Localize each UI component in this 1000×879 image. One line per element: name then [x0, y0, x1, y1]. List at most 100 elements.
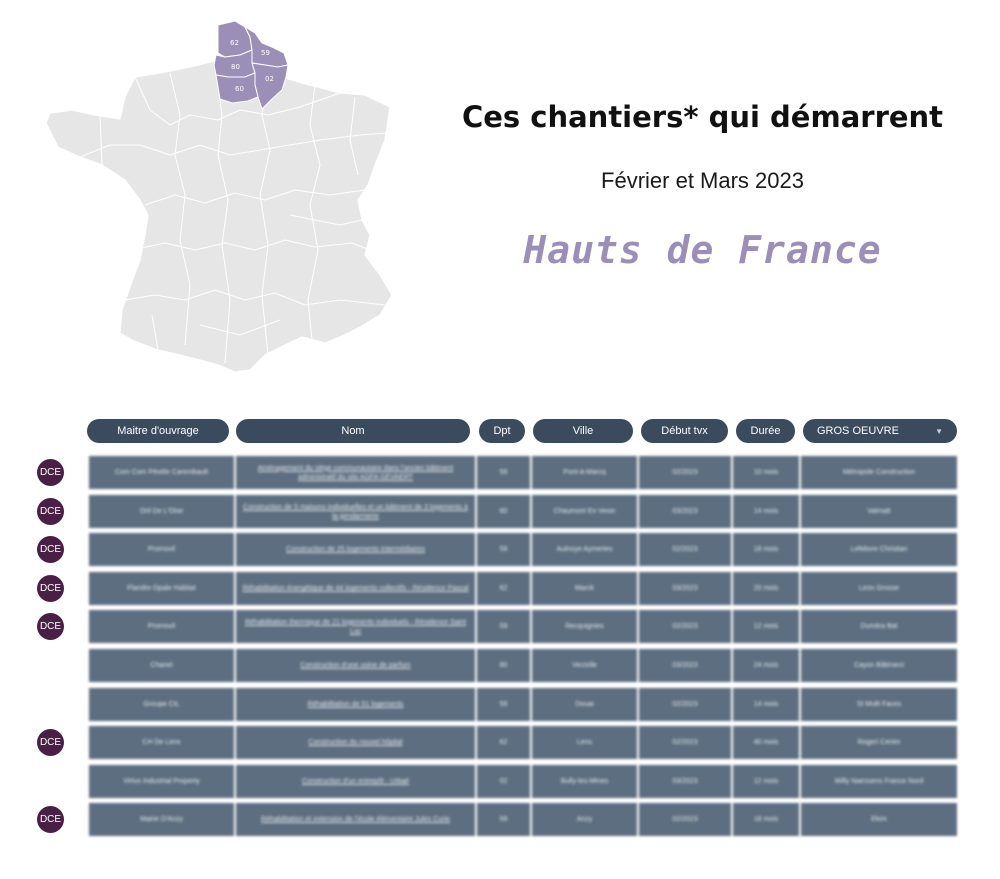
column-header-debut-tvx: Début tvx — [641, 419, 728, 443]
table-cell: 03/2023 — [639, 495, 733, 528]
table-cell: 24 mois — [733, 649, 801, 682]
table-cell[interactable]: Réhabilitation thermique de 21 logements… — [236, 610, 477, 643]
table-row[interactable]: Promovil Réhabilitation thermique de 21 l… — [89, 610, 957, 643]
table-row[interactable]: Com Com Pévèle Carembault Aménagement du … — [89, 456, 957, 489]
table-cell: 14 mois — [733, 688, 801, 721]
table-cell: 02/2023 — [639, 726, 733, 759]
table-cell: 02/2023 — [639, 803, 733, 836]
dce-badge[interactable]: DCE — [37, 536, 64, 563]
column-header-maitre-ouvrage: Maitre d'ouvrage — [87, 419, 229, 443]
dce-badge[interactable]: DCE — [37, 459, 64, 486]
table-cell: Chaumont En Vexin — [532, 495, 639, 528]
table-cell: 02/2023 — [639, 688, 733, 721]
dept-label-59: 59 — [261, 49, 270, 57]
table-cell: 03/2023 — [639, 765, 733, 798]
table-cell: 80 — [477, 649, 532, 682]
table-cell: 59 — [477, 688, 532, 721]
hauts-de-france-region: 62 59 80 02 60 — [213, 20, 289, 110]
column-header-nom: Nom — [236, 419, 470, 443]
table-cell: Lefebvre Christian — [850, 546, 908, 553]
table-row[interactable]: Groupe CIL Réhabilitation de 51 logements… — [89, 688, 957, 721]
france-map-svg: 62 59 80 02 60 — [45, 20, 393, 373]
table-cell[interactable]: Réhabilitation et extension de l'école é… — [236, 803, 477, 836]
table-cell: 02/2023 — [639, 533, 733, 566]
table-cell: Marck — [532, 572, 639, 605]
table-cell: 18 mois — [733, 533, 801, 566]
table-cell[interactable]: Construction de 25 logements intermédiai… — [236, 533, 477, 566]
table-cell: 59 — [477, 803, 532, 836]
table-cell: Willy Naessens France Nord — [834, 778, 924, 785]
table-cell: Groupe CIL — [89, 688, 236, 721]
table-cell[interactable]: Construction d'un entrepôt - Urbaé — [236, 765, 477, 798]
table-cell: 18 mois — [733, 803, 801, 836]
dept-label-62: 62 — [230, 39, 239, 47]
table-header: Maitre d'ouvrage Nom Dpt Ville Début tvx… — [0, 419, 1000, 443]
column-header-duree: Durée — [736, 419, 795, 443]
france-mainland — [45, 59, 393, 373]
dept-label-80: 80 — [231, 63, 240, 71]
table-cell: 20 mois — [733, 572, 801, 605]
column-header-ville: Ville — [533, 419, 633, 443]
trade-filter-select[interactable]: GROS OEUVRE ▼ — [803, 419, 957, 443]
page-subtitle: Février et Mars 2023 — [601, 168, 804, 193]
table-cell: 59 — [477, 610, 532, 643]
table-cell: Bully-les-Mines — [532, 765, 639, 798]
dce-badge[interactable]: DCE — [37, 729, 64, 756]
table-cell: 60 — [477, 495, 532, 528]
table-cell: Métropole Construction — [842, 469, 916, 476]
table-cell[interactable]: Construction du nouvel hôpital — [236, 726, 477, 759]
table-cell[interactable]: Réhabilitation de 51 logements — [236, 688, 477, 721]
table-cell[interactable]: Aménagement du siège communautaire dans … — [236, 456, 477, 489]
table-row[interactable]: Flandre Opale Habitat Réhabilitation éner… — [89, 572, 957, 605]
table-cell: 03/2023 — [639, 572, 733, 605]
department-borders — [79, 62, 389, 364]
table-cell: 10 mois — [733, 456, 801, 489]
table-row[interactable]: Virtus Industrial Property Construction d… — [89, 765, 957, 798]
table-cell: Aulnoye Aymeries — [532, 533, 639, 566]
dept-label-02: 02 — [265, 75, 274, 83]
dept-label-60: 60 — [235, 85, 244, 93]
table-cell: SI Multi Faces — [856, 701, 902, 708]
table-cell: Cayon Bâtiment — [854, 662, 904, 669]
table-cell[interactable]: Construction de 5 maisons individuelles … — [236, 495, 477, 528]
france-map: 62 59 80 02 60 — [40, 15, 400, 380]
table-row[interactable]: CH De Lens Construction du nouvel hôpital… — [89, 726, 957, 759]
table-cell: 02 — [477, 765, 532, 798]
table-cell: Verzelle — [532, 649, 639, 682]
table-cell: Chanel — [89, 649, 236, 682]
table-cell: Lens — [532, 726, 639, 759]
dce-badge[interactable]: DCE — [37, 575, 64, 602]
table-row[interactable]: Mairie D'Anzy Réhabilitation et extension… — [89, 803, 957, 836]
table-cell: 02/2023 — [639, 610, 733, 643]
table-cell: Pont-à-Marcq — [532, 456, 639, 489]
table-cell: 02/2023 — [639, 456, 733, 489]
table-cell[interactable]: Réhabilitation énergétique de 44 logemen… — [236, 572, 477, 605]
table-cell: Douai — [532, 688, 639, 721]
table-cell: Com Com Pévèle Carembault — [89, 456, 236, 489]
table-cell: 59 — [477, 456, 532, 489]
table-cell: Promovil — [89, 533, 236, 566]
dce-badge[interactable]: DCE — [37, 498, 64, 525]
dept-60-shape — [215, 72, 259, 104]
table-cell: Valmatt — [867, 508, 891, 515]
page-title: Ces chantiers* qui démarrent — [461, 100, 944, 134]
table-cell: 12 mois — [733, 610, 801, 643]
table-row[interactable]: Promovil Construction de 25 logements int… — [89, 533, 957, 566]
table-cell: Virtus Industrial Property — [89, 765, 236, 798]
table-cell: 12 mois — [733, 765, 801, 798]
region-name: Hauts de France — [523, 228, 882, 272]
table-cell: 59 — [477, 533, 532, 566]
table-cell: Dumitra Bat — [860, 623, 898, 630]
table-cell: 14 mois — [733, 495, 801, 528]
table-row[interactable]: Oril De L'Oise Construction de 5 maisons … — [89, 495, 957, 528]
table-cell: Rogeri Cenim — [857, 739, 901, 746]
table-cell[interactable]: Construction d'une usine de parfum — [236, 649, 477, 682]
table-cell: Oril De L'Oise — [89, 495, 236, 528]
dce-badge[interactable]: DCE — [37, 806, 64, 833]
table-cell: Flandre Opale Habitat — [89, 572, 236, 605]
table-cell: Ekim — [871, 816, 887, 823]
table-cell: 62 — [477, 726, 532, 759]
dce-badge[interactable]: DCE — [37, 613, 64, 640]
table-row[interactable]: Chanel Construction d'une usine de parfum… — [89, 649, 957, 682]
table-cell: 62 — [477, 572, 532, 605]
